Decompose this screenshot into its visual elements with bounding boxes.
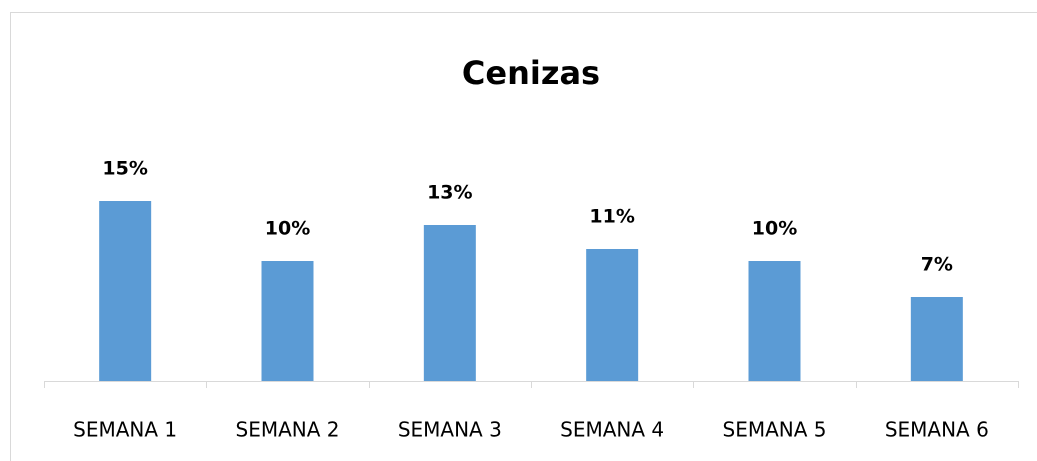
bar xyxy=(261,261,314,381)
chart-frame xyxy=(10,12,1037,461)
data-label: 15% xyxy=(102,158,147,180)
chart-title: Cenizas xyxy=(462,54,600,92)
data-label: 10% xyxy=(265,218,310,240)
x-tick-label: SEMANA 1 xyxy=(73,418,177,442)
data-label: 7% xyxy=(921,254,953,276)
bar xyxy=(99,201,152,381)
data-label: 10% xyxy=(752,218,797,240)
x-tick-label: SEMANA 4 xyxy=(560,418,664,442)
bar xyxy=(910,297,963,381)
x-tick-label: SEMANA 5 xyxy=(723,418,827,442)
x-tick-label: SEMANA 3 xyxy=(398,418,502,442)
x-tick-label: SEMANA 6 xyxy=(885,418,989,442)
x-tick-label: SEMANA 2 xyxy=(236,418,340,442)
bar xyxy=(423,225,476,381)
bar xyxy=(586,249,639,381)
data-label: 11% xyxy=(589,206,634,228)
data-label: 13% xyxy=(427,182,472,204)
bar xyxy=(748,261,801,381)
